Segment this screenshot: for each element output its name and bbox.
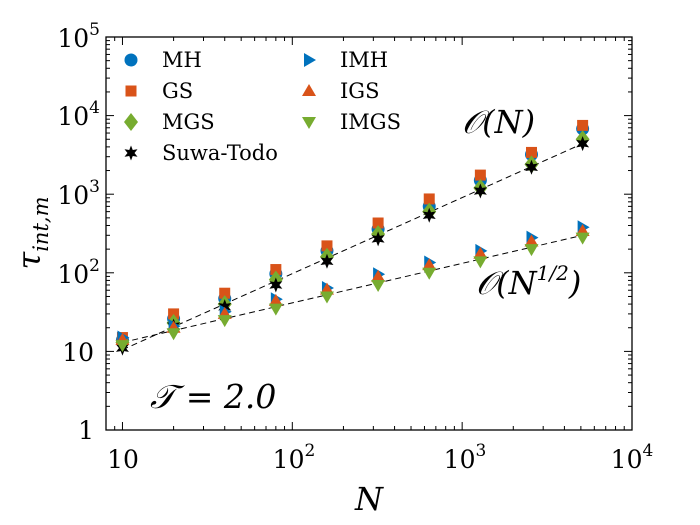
data-point — [166, 328, 181, 341]
data-point — [219, 287, 231, 299]
fit-line-linear — [122, 143, 583, 351]
legend-label: MGS — [162, 110, 215, 134]
plot-frame — [105, 36, 633, 431]
y-tick-label: 1 — [78, 416, 94, 445]
data-point — [575, 232, 590, 245]
axis-ticks — [105, 36, 633, 431]
legend-label: Suwa-Todo — [162, 141, 278, 165]
legend-label: MH — [162, 48, 202, 72]
fit-lines — [122, 143, 583, 351]
series-gs — [116, 119, 589, 344]
series-suwa-todo — [115, 136, 590, 356]
legend-marker — [304, 53, 316, 67]
legend-label: IMGS — [340, 110, 401, 134]
legend-marker — [124, 145, 138, 161]
data-point — [268, 293, 283, 306]
legend-marker — [124, 53, 138, 67]
x-tick-label: 10 — [107, 445, 139, 474]
legend-marker — [125, 85, 137, 97]
legend-marker — [302, 84, 316, 96]
fit-label-sqrt: 𝒪(N1/2) — [476, 261, 581, 302]
data-point — [217, 315, 232, 328]
temperature-label: 𝒯 = 2.0 — [150, 377, 276, 416]
data-point — [525, 159, 538, 175]
data-point — [422, 207, 436, 223]
data-point — [319, 291, 334, 304]
data-point — [525, 146, 537, 158]
data-point — [422, 258, 437, 271]
data-point — [474, 169, 486, 181]
data-point — [423, 193, 435, 205]
data-point — [371, 269, 386, 282]
data-point — [218, 299, 232, 315]
legend: MH GS MGS Suwa-Todo IMH IGS IMGS — [124, 48, 401, 165]
data-point — [473, 246, 488, 259]
data-point — [320, 253, 334, 269]
legend-label: IGS — [340, 79, 379, 103]
data-point — [168, 308, 180, 320]
legend-marker — [124, 113, 138, 131]
data-point — [270, 264, 282, 276]
y-tick-label: 105 — [57, 20, 100, 53]
data-point — [577, 119, 589, 131]
data-point — [268, 303, 283, 316]
data-point — [576, 136, 590, 152]
x-tick-label: 102 — [273, 441, 316, 474]
legend-marker — [302, 117, 316, 129]
y-tick-label: 102 — [57, 256, 100, 289]
fit-label-linear: 𝒪(N) — [462, 103, 535, 141]
y-tick-label: 104 — [57, 98, 100, 131]
x-tick-label: 104 — [611, 441, 654, 474]
data-points — [115, 119, 590, 356]
fit-line-sqrt — [122, 234, 583, 343]
y-axis-label: τint,m — [10, 197, 53, 270]
data-point — [269, 277, 283, 293]
legend-label: IMH — [340, 48, 388, 72]
data-point — [524, 234, 539, 247]
data-point — [321, 240, 333, 252]
legend-label: GS — [162, 79, 193, 103]
data-point — [372, 217, 384, 229]
data-point — [473, 256, 488, 269]
data-point — [371, 279, 386, 292]
x-tick-label: 103 — [444, 441, 487, 474]
data-point — [524, 244, 539, 257]
x-axis-label: N — [354, 480, 384, 518]
series-imgs — [115, 232, 590, 353]
data-point — [422, 267, 437, 280]
y-tick-label: 103 — [57, 177, 100, 210]
data-point — [371, 231, 385, 247]
data-point — [473, 183, 487, 199]
data-point — [115, 340, 130, 353]
y-tick-label: 10 — [62, 338, 94, 367]
